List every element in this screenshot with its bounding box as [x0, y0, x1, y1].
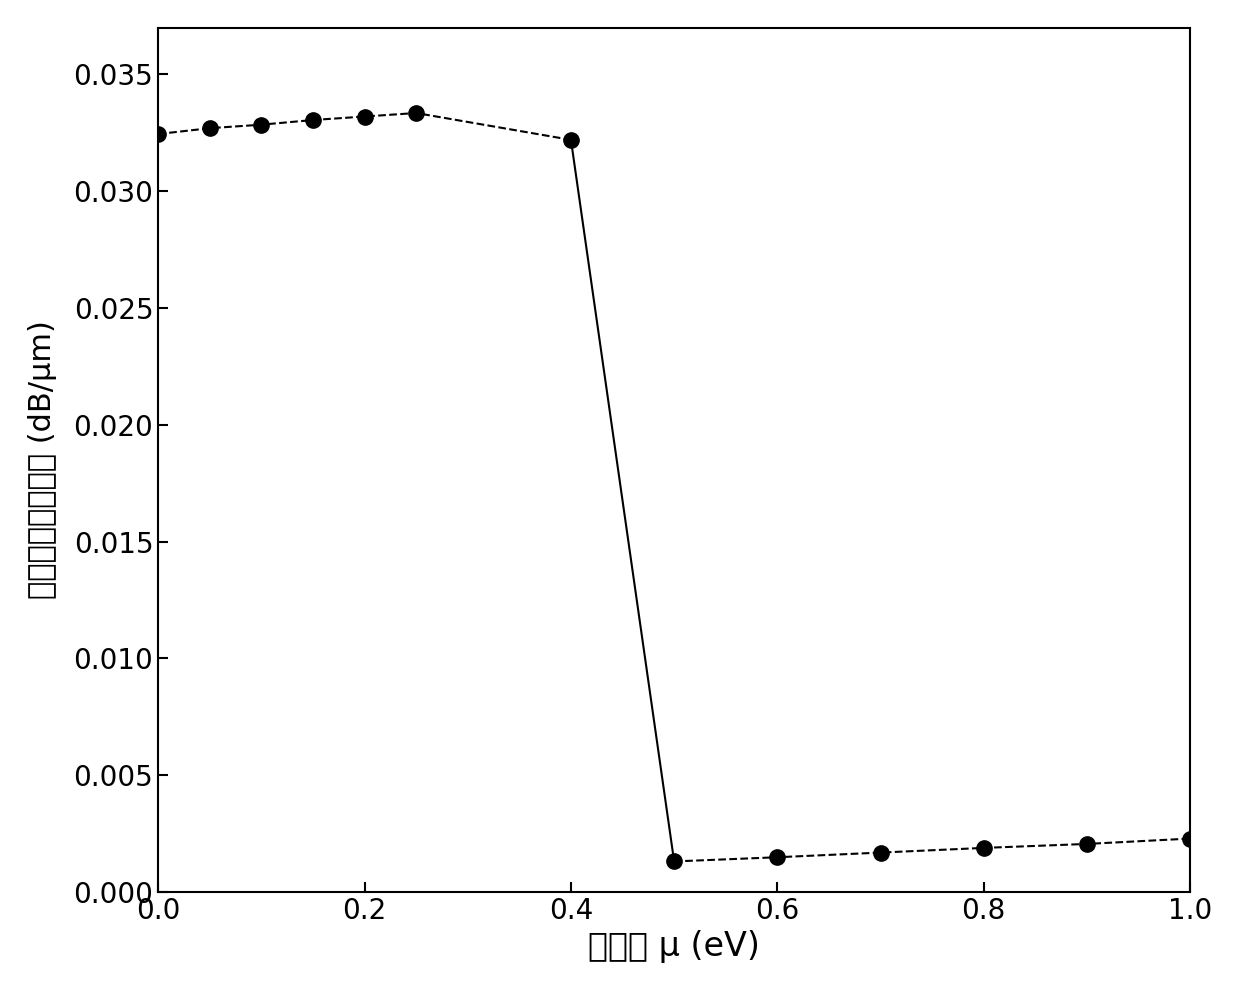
Y-axis label: 单位长度传输损耗 (dB/μm): 单位长度传输损耗 (dB/μm) [27, 320, 57, 600]
X-axis label: 化学势 μ (eV): 化学势 μ (eV) [588, 931, 760, 963]
